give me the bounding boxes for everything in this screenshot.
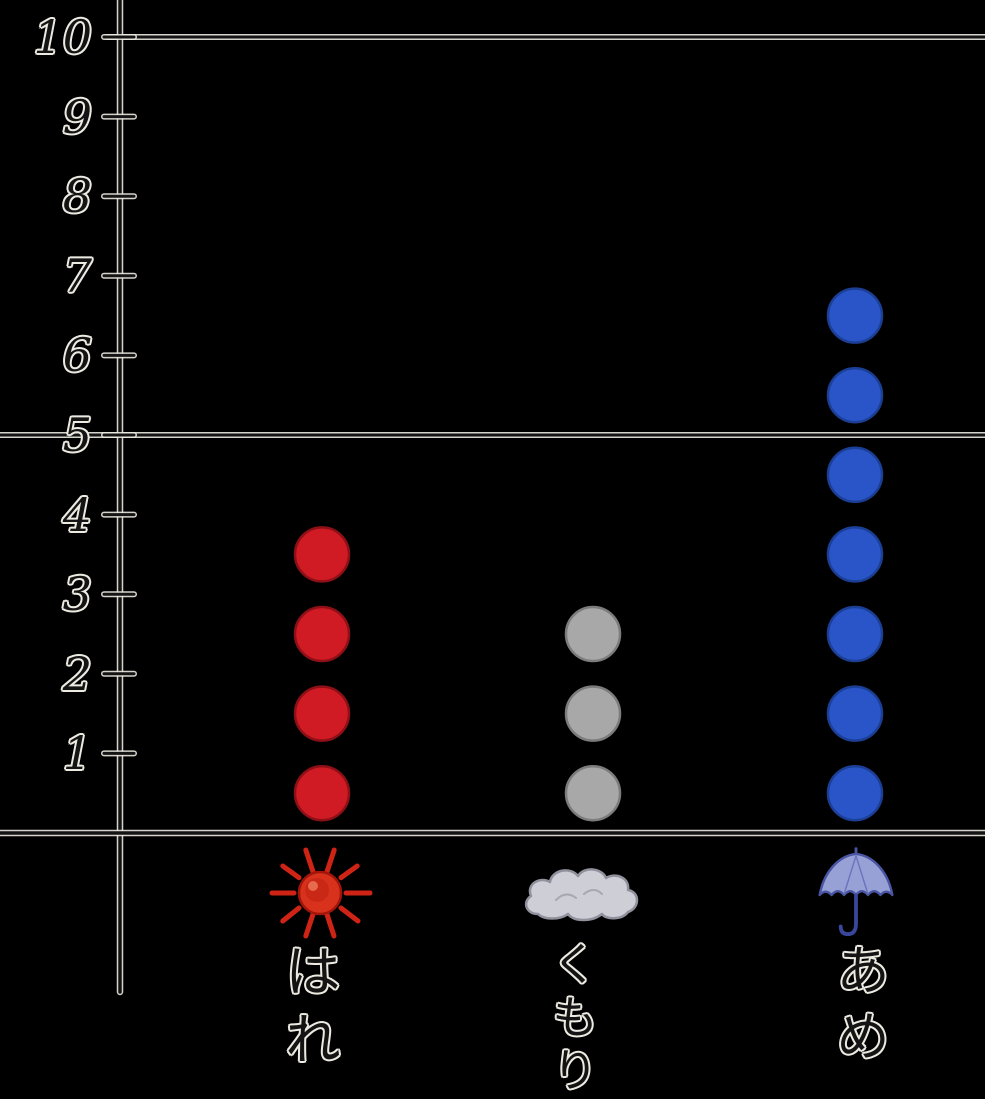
dot-sun-4 <box>293 526 351 583</box>
sun-icon <box>260 845 380 949</box>
y-tick-label-7: 7 <box>62 248 92 303</box>
dot-umbrella-2 <box>826 685 884 742</box>
dot-cloud-1 <box>564 764 622 822</box>
y-tick-label-3: 3 <box>62 567 92 622</box>
y-tick-label-9: 9 <box>62 89 92 144</box>
dot-umbrella-3 <box>826 605 884 663</box>
y-tick-label-4: 4 <box>62 487 92 542</box>
dot-umbrella-5 <box>826 446 884 504</box>
dot-umbrella-4 <box>826 526 884 583</box>
y-tick-label-1: 1 <box>62 726 92 781</box>
dot-umbrella-6 <box>826 366 884 424</box>
dot-cloud-3 <box>564 605 622 663</box>
y-tick-label-10: 10 <box>33 10 92 64</box>
dot-sun-1 <box>293 764 351 822</box>
category-label-sun: はれ <box>275 942 341 1078</box>
y-tick-label-5: 5 <box>62 408 92 462</box>
dot-umbrella-1 <box>826 764 884 822</box>
y-tick-label-2: 2 <box>62 646 92 701</box>
category-label-umbrella: あめ <box>826 942 890 1074</box>
dot-sun-3 <box>293 605 351 663</box>
dot-umbrella-7 <box>826 287 884 344</box>
umbrella-icon <box>813 845 899 949</box>
cloud-icon <box>518 856 648 930</box>
dot-sun-2 <box>293 685 351 742</box>
category-label-cloud: くもり <box>545 940 599 1099</box>
y-tick-label-8: 8 <box>62 169 92 224</box>
y-tick-label-6: 6 <box>62 328 92 383</box>
dot-cloud-2 <box>564 685 622 742</box>
